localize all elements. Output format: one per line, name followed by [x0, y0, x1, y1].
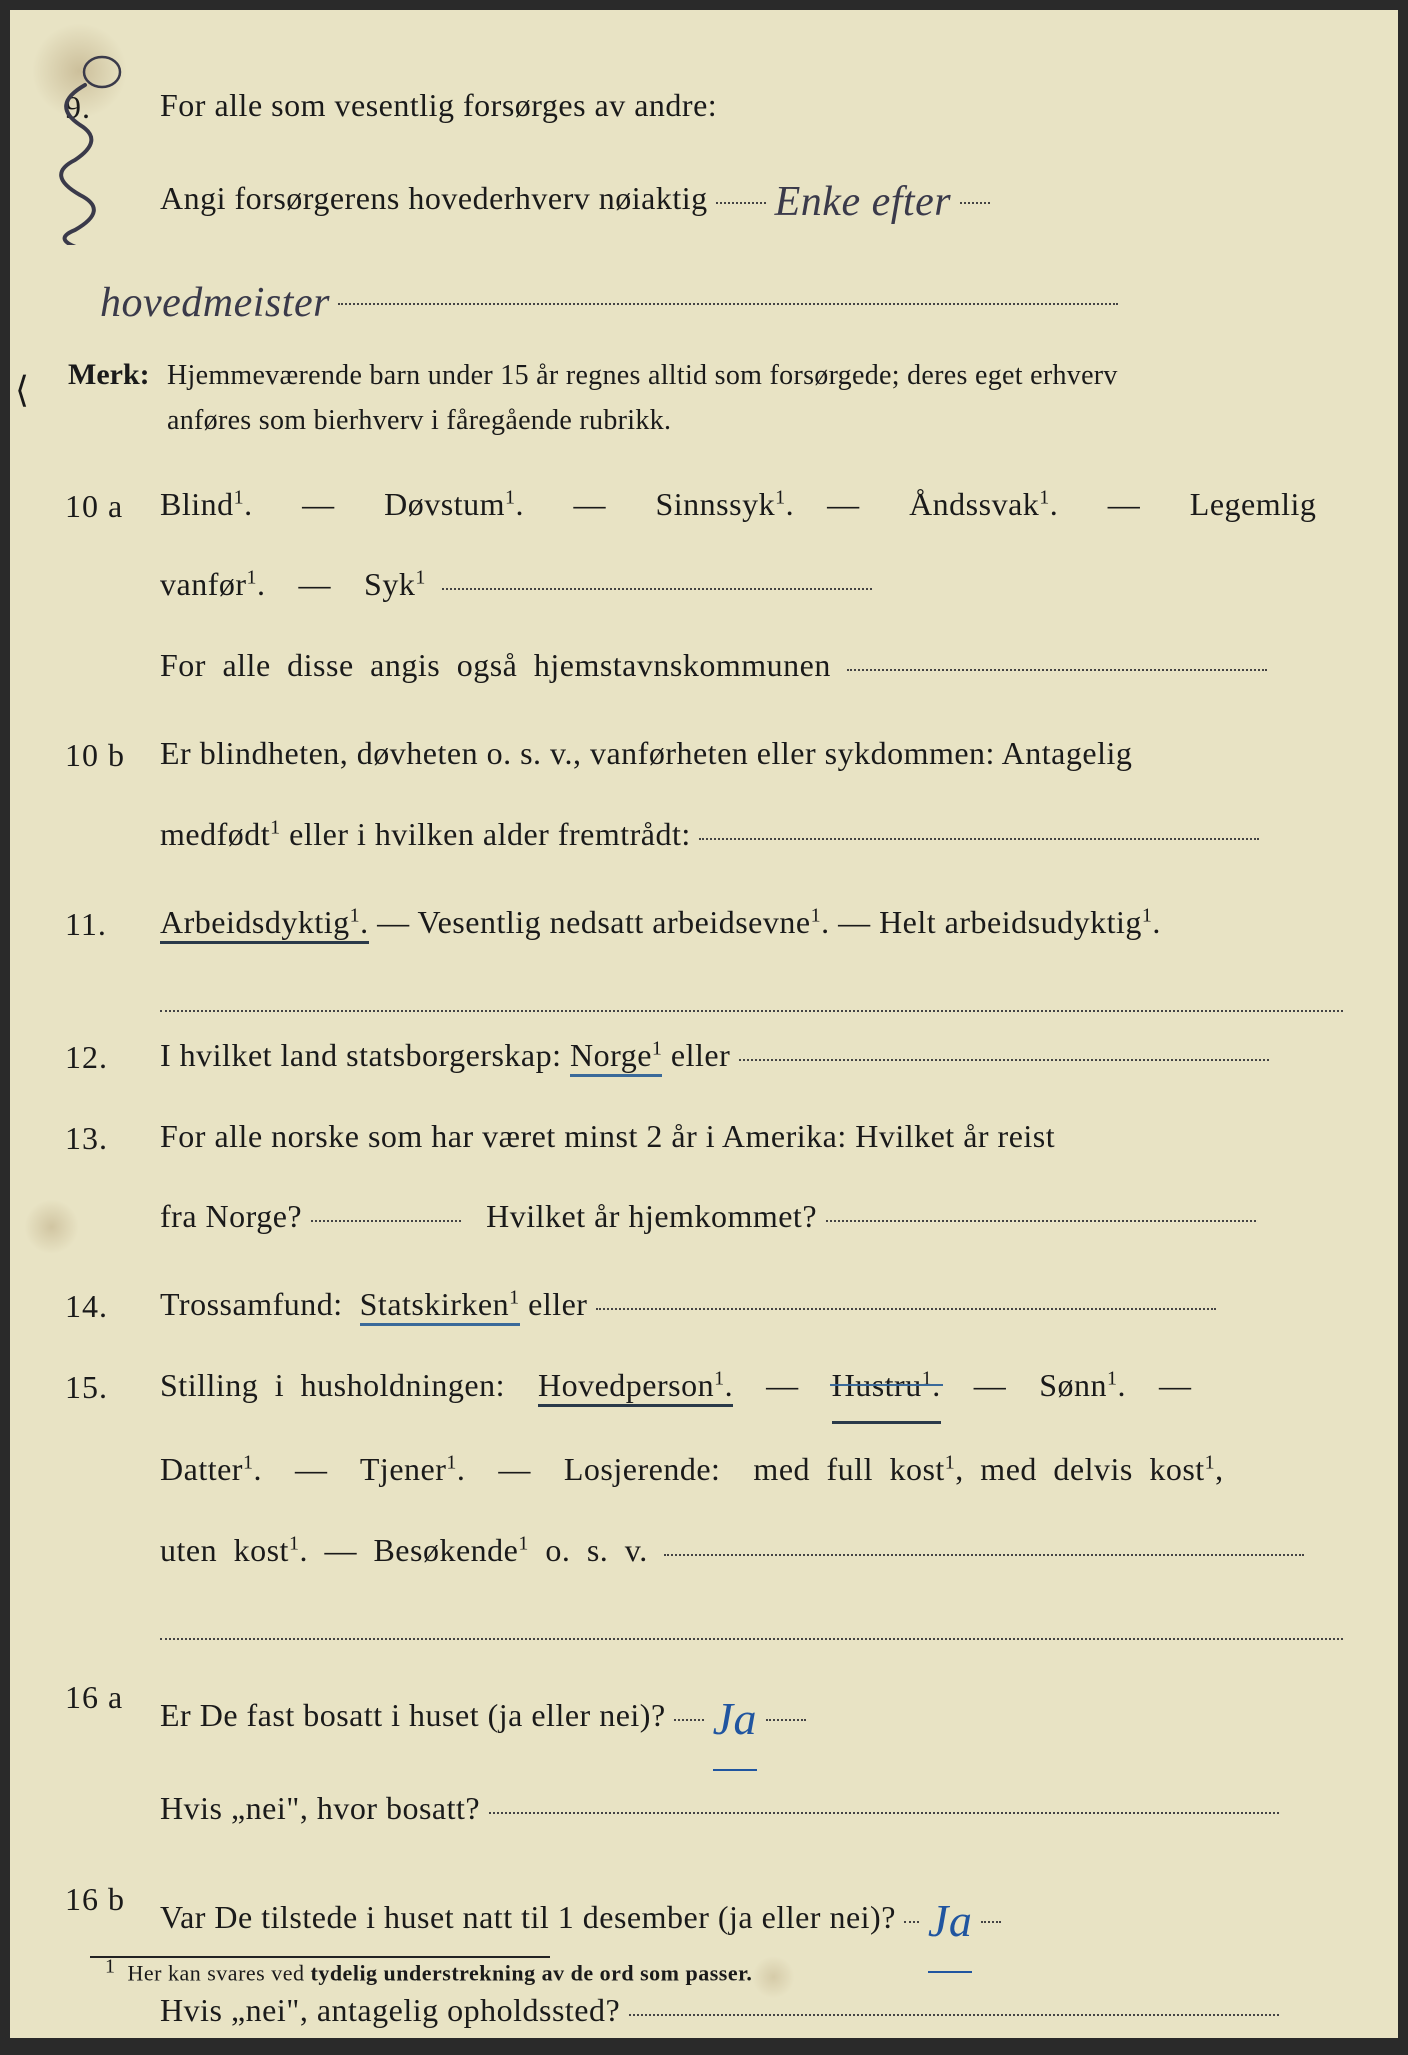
question-11: 11. Arbeidsdyktig1. — Vesentlig nedsatt … — [65, 887, 1343, 1012]
selected-crossed-option: Hustru1. — [832, 1350, 941, 1424]
question-content: Blind1. — Døvstum1. — Sinnssyk1. — Åndss… — [160, 469, 1343, 710]
question-content: For alle norske som har været minst 2 år… — [160, 1101, 1343, 1262]
handwritten-answer-2: hovedmeister — [100, 257, 330, 349]
question-content: Stilling i husholdningen: Hovedperson1. … — [160, 1350, 1343, 1640]
question-15: 15. Stilling i husholdningen: Hovedperso… — [65, 1350, 1343, 1640]
selected-option: Hovedperson1. — [538, 1367, 733, 1407]
question-number: 16 b — [65, 1862, 160, 1934]
note-block: Merk: Hjemmeværende barn under 15 år reg… — [65, 351, 1343, 444]
question-12: 12. I hvilket land statsborgerskap: Norg… — [65, 1020, 1343, 1092]
question-content: For alle som vesentlig forsørges av andr… — [160, 70, 1343, 253]
question-number: 14. — [65, 1269, 160, 1341]
question-9: 9. For alle som vesentlig forsørges av a… — [65, 70, 1343, 253]
question-number: 13. — [65, 1101, 160, 1173]
question-content: Er De fast bosatt i huset (ja eller nei)… — [160, 1660, 1343, 1854]
question-content: Trossamfund: Statskirken1 eller — [160, 1269, 1343, 1339]
question-number: 10 b — [65, 718, 160, 790]
selected-option: Statskirken1 — [360, 1286, 520, 1326]
margin-squiggle-mark — [30, 75, 120, 245]
question-10b: 10 b Er blindheten, døvheten o. s. v., v… — [65, 718, 1343, 879]
census-form-page: 9. For alle som vesentlig forsørges av a… — [10, 10, 1398, 2038]
question-13: 13. For alle norske som har været minst … — [65, 1101, 1343, 1262]
question-content: I hvilket land statsborgerskap: Norge1 e… — [160, 1020, 1343, 1090]
q9-line1: For alle som vesentlig forsørges av andr… — [160, 70, 1343, 140]
note-label: Merk: — [68, 351, 163, 399]
note-text-1: Hjemmeværende barn under 15 år regnes al… — [167, 360, 1118, 391]
note-text-2: anføres som bierhverv i fåregående rubri… — [167, 405, 671, 436]
question-number: 11. — [65, 887, 160, 959]
handwritten-answer: Ja — [713, 1668, 757, 1771]
footnote: 1 Her kan svares ved tydelig understrekn… — [105, 1944, 752, 1998]
q9-continuation: hovedmeister — [65, 251, 1343, 343]
selected-option: Norge1 — [570, 1037, 662, 1077]
q9-line2: Angi forsørgerens hovederhverv nøiaktig … — [160, 150, 1343, 242]
selected-option: Arbeidsdyktig1. — [160, 904, 369, 944]
question-10a: 10 a Blind1. — Døvstum1. — Sinnssyk1. — … — [65, 469, 1343, 710]
question-number: 16 a — [65, 1660, 160, 1732]
question-16a: 16 a Er De fast bosatt i huset (ja eller… — [65, 1660, 1343, 1854]
handwritten-answer: Ja — [928, 1870, 972, 1973]
question-number: 12. — [65, 1020, 160, 1092]
question-number: 10 a — [65, 469, 160, 541]
brace-mark: ⟨ — [15, 351, 29, 430]
question-number: 15. — [65, 1350, 160, 1422]
question-content: Arbeidsdyktig1. — Vesentlig nedsatt arbe… — [160, 887, 1343, 1012]
handwritten-answer: Enke efter — [775, 156, 951, 248]
question-14: 14. Trossamfund: Statskirken1 eller — [65, 1269, 1343, 1341]
question-content: Er blindheten, døvheten o. s. v., vanfør… — [160, 718, 1343, 879]
